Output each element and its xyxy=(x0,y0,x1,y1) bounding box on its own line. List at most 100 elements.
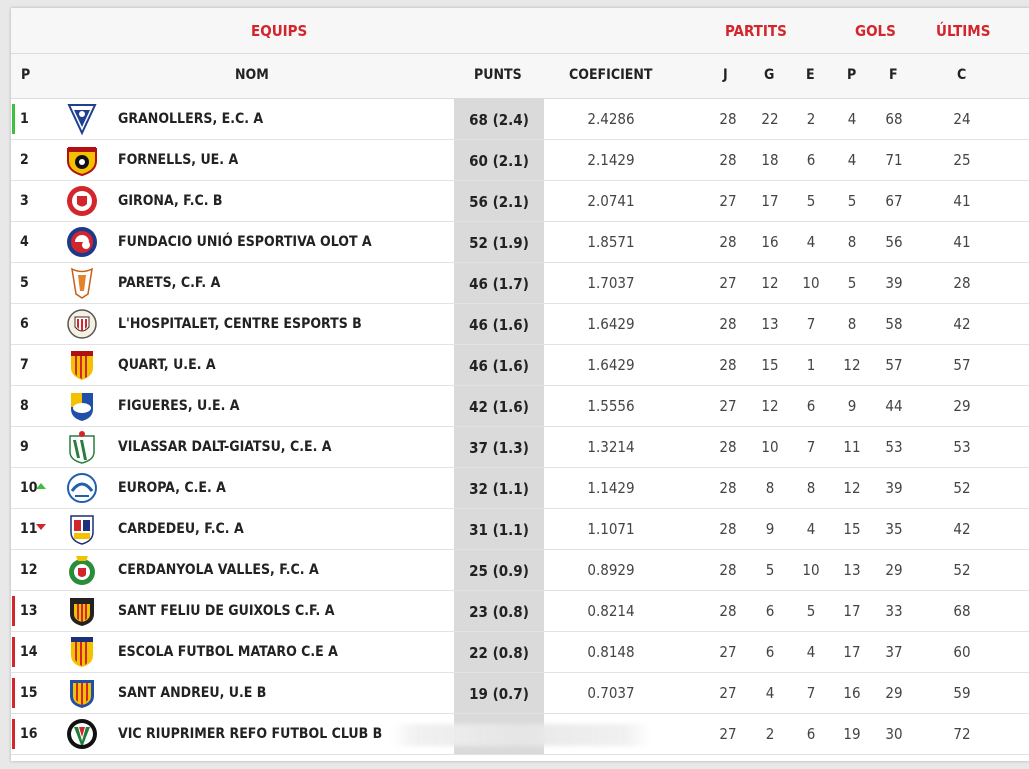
goals-for-value: 68 xyxy=(885,110,903,128)
row-position: 1 xyxy=(20,111,29,127)
team-name-link[interactable]: VILASSAR DALT-GIATSU, C.E. A xyxy=(118,439,332,455)
team-name-link[interactable]: QUART, U.E. A xyxy=(118,357,216,373)
crest-figueres-icon[interactable] xyxy=(66,389,98,423)
table-row[interactable]: 2 FORNELLS, UE. A 60 (2.1) 2.1429 28 18 6 4 71 25 xyxy=(11,140,1029,181)
table-row[interactable]: 15 SANT ANDREU, U.E B 19 (0.7) 0.7037 27 4 7 16… xyxy=(11,673,1029,714)
points-value: 23 (0.8) xyxy=(469,603,529,621)
goals-for-value: 58 xyxy=(885,315,903,333)
row-position: 15 xyxy=(20,685,38,701)
crest-parets-icon[interactable] xyxy=(66,266,98,300)
goals-against-value: 72 xyxy=(953,725,971,743)
table-row[interactable]: 7 QUART, U.E. A 46 (1.6) 1.6429 28 15 1 12 57 57 xyxy=(11,345,1029,386)
points-cell-background xyxy=(454,509,544,549)
points-cell-background xyxy=(454,263,544,303)
goals-for-value: 56 xyxy=(885,233,903,251)
column-header-goals-against[interactable]: C xyxy=(957,67,967,83)
column-header-drawn[interactable]: E xyxy=(806,67,815,83)
points-value: 68 (2.4) xyxy=(469,111,529,129)
group-header-row: EQUIPS PARTITS GOLS ÚLTIMS xyxy=(11,8,1029,54)
crest-sant-andreu-icon[interactable] xyxy=(66,676,98,710)
table-row[interactable]: 16 VIC RIUPRIMER REFO FUTBOL CLUB B 27 2 6 19… xyxy=(11,714,1029,755)
team-name-link[interactable]: EUROPA, C.E. A xyxy=(118,480,226,496)
column-header-position[interactable]: P xyxy=(21,67,31,83)
table-row[interactable]: 1 GRANOLLERS, E.C. A 68 (2.4) 2.4286 28 22 2 4 6… xyxy=(11,99,1029,140)
crest-europa-icon[interactable] xyxy=(66,471,98,505)
coefficient-value: 1.5556 xyxy=(587,397,635,415)
team-name-link[interactable]: CARDEDEU, F.C. A xyxy=(118,521,244,537)
table-row[interactable]: 8 FIGUERES, U.E. A 42 (1.6) 1.5556 27 12 6 9 44 2… xyxy=(11,386,1029,427)
played-value: 28 xyxy=(719,233,737,251)
drawn-value: 7 xyxy=(806,438,816,456)
crest-cerdanyola-icon[interactable] xyxy=(66,553,98,587)
lost-value: 4 xyxy=(847,151,857,169)
coefficient-value: 0.8148 xyxy=(587,643,635,661)
coefficient-value: 1.7037 xyxy=(587,274,635,292)
relegation-marker xyxy=(12,637,15,667)
table-row[interactable]: 9 VILASSAR DALT-GIATSU, C.E. A 37 (1.3) 1.3… xyxy=(11,427,1029,468)
team-name-link[interactable]: PARETS, C.F. A xyxy=(118,275,221,291)
points-value: 56 (2.1) xyxy=(469,193,529,211)
goals-against-value: 52 xyxy=(953,479,971,497)
won-value: 12 xyxy=(761,397,779,415)
column-header-punts[interactable]: PUNTS xyxy=(474,67,522,83)
team-name-link[interactable]: FIGUERES, U.E. A xyxy=(118,398,240,414)
crest-fornells-icon[interactable] xyxy=(66,143,98,177)
team-name-link[interactable]: VIC RIUPRIMER REFO FUTBOL CLUB B xyxy=(118,726,383,742)
played-value: 28 xyxy=(719,356,737,374)
won-value: 10 xyxy=(761,438,779,456)
team-name-link[interactable]: FORNELLS, UE. A xyxy=(118,152,239,168)
goals-for-value: 35 xyxy=(885,520,903,538)
table-row[interactable]: 13 SANT FELIU DE GUIXOLS C.F. A 23 (0.8) 0.… xyxy=(11,591,1029,632)
table-row[interactable]: 4 FUNDACIO UNIÓ ESPORTIVA OLOT A 52 (1.9) 1… xyxy=(11,222,1029,263)
column-header-won[interactable]: G xyxy=(764,67,775,83)
lost-value: 8 xyxy=(847,233,857,251)
column-header-played[interactable]: J xyxy=(723,67,728,83)
played-value: 27 xyxy=(719,643,737,661)
points-value: 31 (1.1) xyxy=(469,521,529,539)
points-cell-background xyxy=(454,673,544,713)
crest-guixols-icon[interactable] xyxy=(66,594,98,628)
row-position: 16 xyxy=(20,726,38,742)
table-row[interactable]: 10 EUROPA, C.E. A 32 (1.1) 1.1429 28 8 8 12 39 52 xyxy=(11,468,1029,509)
points-cell-background xyxy=(454,99,544,139)
table-row[interactable]: 11 CARDEDEU, F.C. A 31 (1.1) 1.1071 28 9 4 15 35… xyxy=(11,509,1029,550)
team-name-link[interactable]: FUNDACIO UNIÓ ESPORTIVA OLOT A xyxy=(118,234,372,250)
crest-cardedeu-icon[interactable] xyxy=(66,512,98,546)
team-name-link[interactable]: SANT FELIU DE GUIXOLS C.F. A xyxy=(118,603,335,619)
won-value: 18 xyxy=(761,151,779,169)
goals-against-value: 28 xyxy=(953,274,971,292)
team-name-link[interactable]: GIRONA, F.C. B xyxy=(118,193,223,209)
team-name-link[interactable]: ESCOLA FUTBOL MATARO C.E A xyxy=(118,644,338,660)
trend-up-icon xyxy=(36,483,46,489)
crest-girona-icon[interactable] xyxy=(66,184,98,218)
column-header-nom[interactable]: NOM xyxy=(235,67,269,83)
coefficient-value: 1.6429 xyxy=(587,356,635,374)
played-value: 28 xyxy=(719,315,737,333)
goals-for-value: 67 xyxy=(885,192,903,210)
points-cell-background xyxy=(454,140,544,180)
crest-hospitalet-icon[interactable] xyxy=(66,307,98,341)
team-name-link[interactable]: GRANOLLERS, E.C. A xyxy=(118,111,264,127)
team-name-link[interactable]: L'HOSPITALET, CENTRE ESPORTS B xyxy=(118,316,362,332)
crest-vilassar-icon[interactable] xyxy=(66,430,98,464)
table-row[interactable]: 12 CERDANYOLA VALLES, F.C. A 25 (0.9) 0.892… xyxy=(11,550,1029,591)
coefficient-value: 0.8214 xyxy=(587,602,635,620)
table-row[interactable]: 5 PARETS, C.F. A 46 (1.7) 1.7037 27 12 10 5 39 28 xyxy=(11,263,1029,304)
table-row[interactable]: 6 L'HOSPITALET, CENTRE ESPORTS B 46 (1.6) 1… xyxy=(11,304,1029,345)
team-name-link[interactable]: CERDANYOLA VALLES, F.C. A xyxy=(118,562,319,578)
column-header-lost[interactable]: P xyxy=(847,67,857,83)
points-cell-background xyxy=(454,468,544,508)
column-header-goals-for[interactable]: F xyxy=(889,67,898,83)
crest-granollers-icon[interactable] xyxy=(66,102,98,136)
crest-mataro-icon[interactable] xyxy=(66,635,98,669)
table-row[interactable]: 3 GIRONA, F.C. B 56 (2.1) 2.0741 27 17 5 5 67 41 xyxy=(11,181,1029,222)
row-position: 4 xyxy=(20,234,29,250)
row-position: 9 xyxy=(20,439,29,455)
column-header-coeficient[interactable]: COEFICIENT xyxy=(569,67,653,83)
table-row[interactable]: 14 ESCOLA FUTBOL MATARO C.E A 22 (0.8) 0.81… xyxy=(11,632,1029,673)
drawn-value: 6 xyxy=(806,725,816,743)
crest-quart-icon[interactable] xyxy=(66,348,98,382)
crest-olot-icon[interactable] xyxy=(66,225,98,259)
team-name-link[interactable]: SANT ANDREU, U.E B xyxy=(118,685,267,701)
crest-vic-icon[interactable] xyxy=(66,717,98,751)
